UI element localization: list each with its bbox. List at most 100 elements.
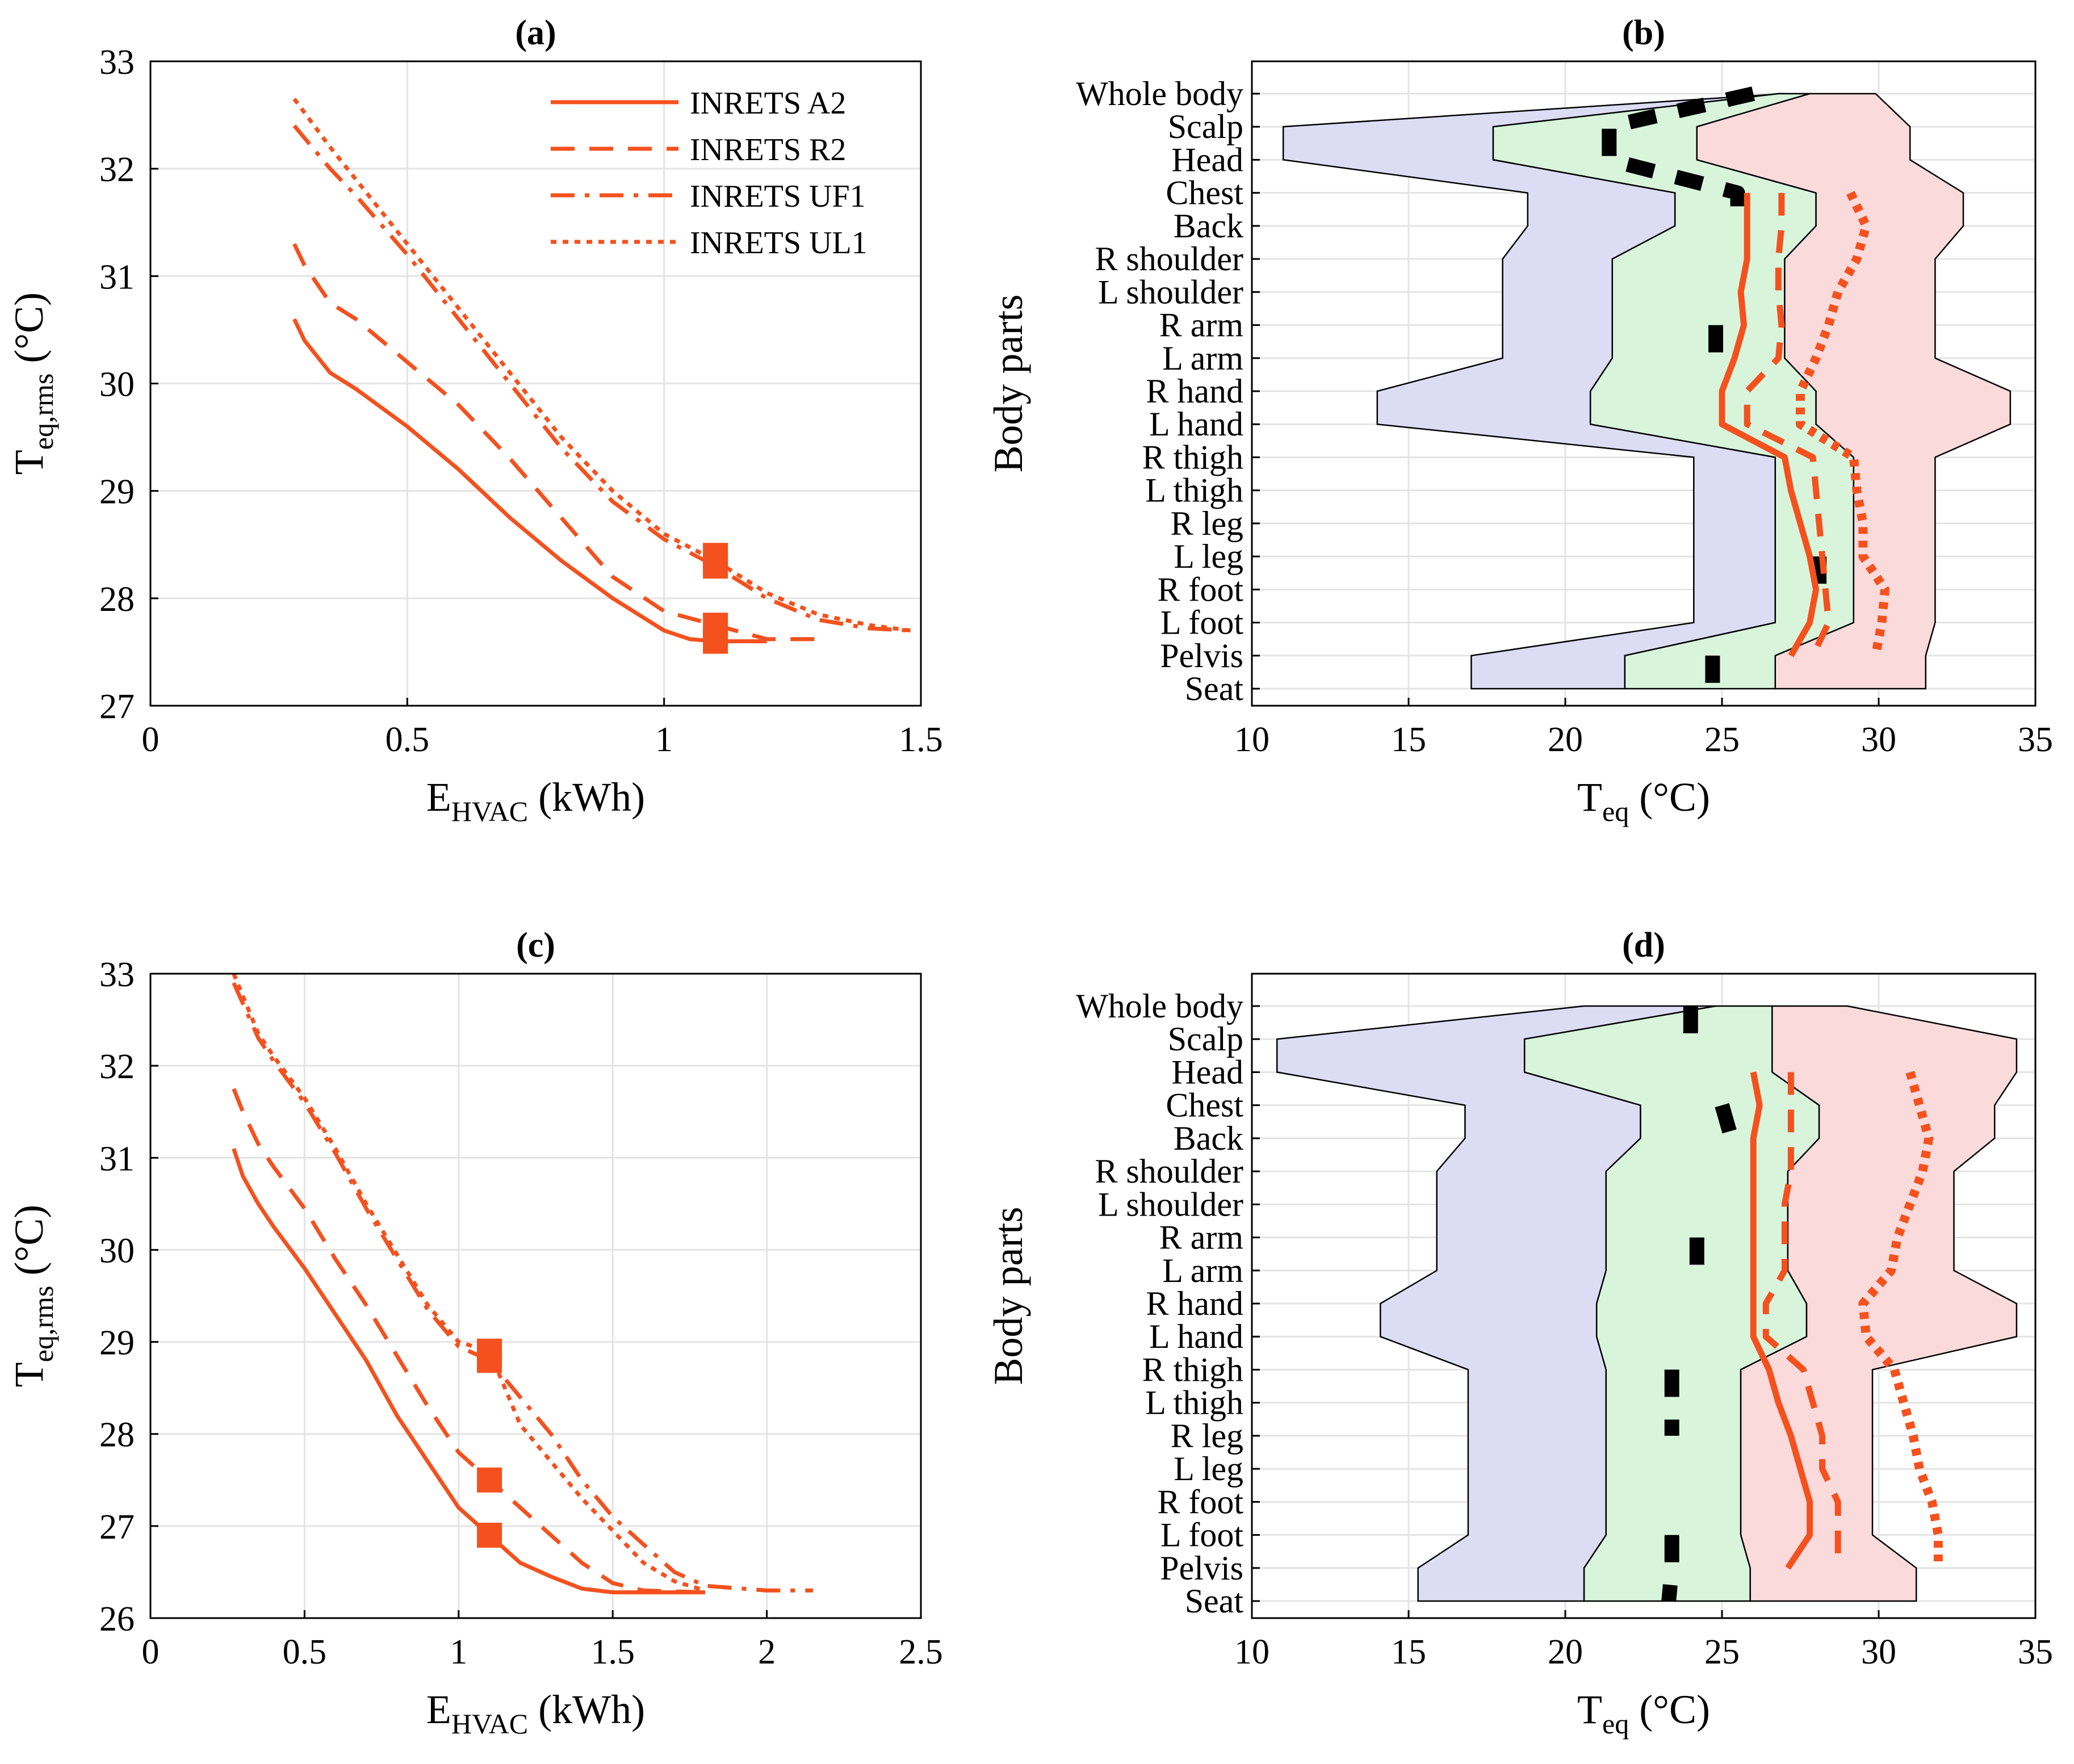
series-line-inrets-ul1	[1858, 1071, 1943, 1568]
x-tick-label: 1.5	[899, 720, 943, 759]
series-line-inrets-r2	[1762, 1072, 1841, 1568]
y-axis-title-sub: eq,rms	[27, 374, 59, 450]
body-part-label: Back	[1174, 207, 1243, 245]
body-part-label: Scalp	[1168, 108, 1243, 145]
plot-frame	[149, 973, 922, 1619]
x-tick-label: 0.5	[283, 1633, 327, 1671]
y-axis-title-unit: (°C)	[6, 1205, 52, 1286]
panel-title: (c)	[516, 926, 555, 965]
body-part-label: L foot	[1160, 1516, 1243, 1554]
plot-frame	[1251, 973, 2037, 1619]
legend-label: INRETS UF1	[690, 179, 866, 214]
series-line-inrets-ul1	[232, 973, 706, 1593]
series-line-inrets-uf1	[292, 124, 911, 633]
y-tick-label: 30	[99, 366, 135, 404]
x-axis-title-main: E	[426, 774, 451, 820]
legend: INRETS A2 INRETS R2 INRETS UF1 INRETS UL1	[551, 86, 868, 261]
body-part-label: L shoulder	[1098, 1185, 1243, 1223]
y-tick-label: 28	[99, 1416, 135, 1455]
x-axis-title-unit: (°C)	[1629, 1687, 1710, 1732]
y-tick-label: 27	[99, 688, 135, 726]
x-tick-label: 20	[1548, 720, 1583, 759]
body-part-label: R hand	[1146, 372, 1243, 410]
y-tick-label: 33	[99, 43, 135, 82]
y-tick-label: 31	[99, 1139, 135, 1178]
body-part-label: L leg	[1174, 538, 1243, 575]
y-axis-title-main: T	[6, 1362, 52, 1387]
body-part-label: R leg	[1171, 1417, 1243, 1455]
body-part-label: R thigh	[1142, 1351, 1243, 1388]
body-part-label: L foot	[1160, 604, 1243, 642]
y-tick-label: 29	[99, 1324, 135, 1363]
x-tick-label: 25	[1704, 720, 1740, 759]
body-part-label: Pelvis	[1160, 1549, 1243, 1587]
panel-title: (d)	[1622, 926, 1665, 965]
body-part-label: Whole body	[1076, 75, 1243, 112]
body-part-label: L thigh	[1145, 1384, 1243, 1422]
x-tick-label: 30	[1861, 1633, 1896, 1671]
x-axis-title: Teq (°C)	[1577, 774, 1710, 827]
x-tick-label: 10	[1234, 1633, 1269, 1671]
body-part-label: L hand	[1149, 1318, 1243, 1355]
reference-dashes	[1661, 1535, 1679, 1602]
x-tick-label: 20	[1548, 1633, 1583, 1671]
panel-d: 10 15 20 25 30 35 Whole bodyScalpHeadChestBack…	[986, 926, 2053, 1740]
x-axis-title-unit: (kWh)	[528, 1687, 645, 1732]
x-tick-label: 25	[1704, 1633, 1740, 1671]
reference-dashes	[1715, 1103, 1739, 1141]
x-tick-label: 15	[1391, 720, 1426, 759]
y-axis-title-main: T	[6, 450, 52, 475]
y-axis-title: Body parts	[986, 1207, 1031, 1385]
y-axis-title: Teq,rms (°C)	[6, 292, 59, 475]
body-part-label: R shoulder	[1095, 1153, 1243, 1190]
body-part-label: L shoulder	[1098, 273, 1243, 311]
body-part-label: R thigh	[1142, 438, 1243, 476]
body-part-label: Whole body	[1076, 987, 1243, 1025]
reference-dashes	[1602, 86, 1755, 226]
x-axis-title: Teq (°C)	[1577, 1687, 1710, 1740]
y-tick-label: 32	[99, 150, 135, 189]
y-tick-label: 30	[99, 1231, 135, 1270]
series-line-inrets-a2	[232, 1147, 705, 1595]
x-axis-title-unit: (°C)	[1629, 774, 1710, 820]
body-part-label: R leg	[1171, 505, 1243, 542]
body-part-label: R shoulder	[1095, 240, 1243, 278]
body-part-label: L arm	[1162, 1252, 1243, 1289]
y-axis-title-sub: eq,rms	[27, 1286, 59, 1363]
body-part-label: R foot	[1157, 1483, 1243, 1520]
legend-label: INRETS R2	[690, 132, 846, 167]
x-axis-title-main: T	[1577, 774, 1602, 820]
x-tick-label: 15	[1391, 1633, 1426, 1671]
plot-area	[150, 974, 921, 1618]
y-tick-label: 31	[99, 258, 135, 296]
body-part-label: Seat	[1185, 1582, 1244, 1620]
y-tick-label: 32	[99, 1047, 135, 1086]
x-axis-title: EHVAC (kWh)	[426, 774, 645, 827]
body-part-label: Chest	[1166, 174, 1243, 212]
y-tick-label: 27	[99, 1508, 135, 1547]
series-line-inrets-a2	[1719, 192, 1820, 657]
series-line-inrets-ul1	[292, 98, 911, 633]
x-axis-title-sub: HVAC	[451, 1708, 528, 1740]
series-line-inrets-r2	[1744, 192, 1832, 657]
x-axis-title-main: T	[1577, 1687, 1602, 1732]
band-high	[1740, 1005, 2018, 1602]
x-tick-label: 2.5	[899, 1633, 943, 1671]
body-part-label: Pelvis	[1160, 637, 1243, 674]
body-part-label: Head	[1171, 1053, 1243, 1091]
body-part-label: R arm	[1159, 1219, 1243, 1256]
x-tick-label: 0	[142, 1633, 160, 1671]
body-part-label: L hand	[1149, 405, 1243, 443]
x-tick-label: 35	[2018, 720, 2053, 759]
x-axis-title-sub: HVAC	[451, 795, 528, 827]
body-part-label: Back	[1174, 1120, 1243, 1157]
series-marker	[477, 1467, 502, 1493]
x-tick-label: 1	[450, 1633, 467, 1671]
band-high	[1696, 93, 2012, 690]
y-axis-title: Body parts	[986, 295, 1031, 473]
legend-label: INRETS A2	[690, 86, 846, 121]
x-tick-label: 10	[1234, 720, 1269, 759]
body-part-label: Seat	[1185, 670, 1244, 707]
x-axis-title-main: E	[426, 1687, 451, 1732]
